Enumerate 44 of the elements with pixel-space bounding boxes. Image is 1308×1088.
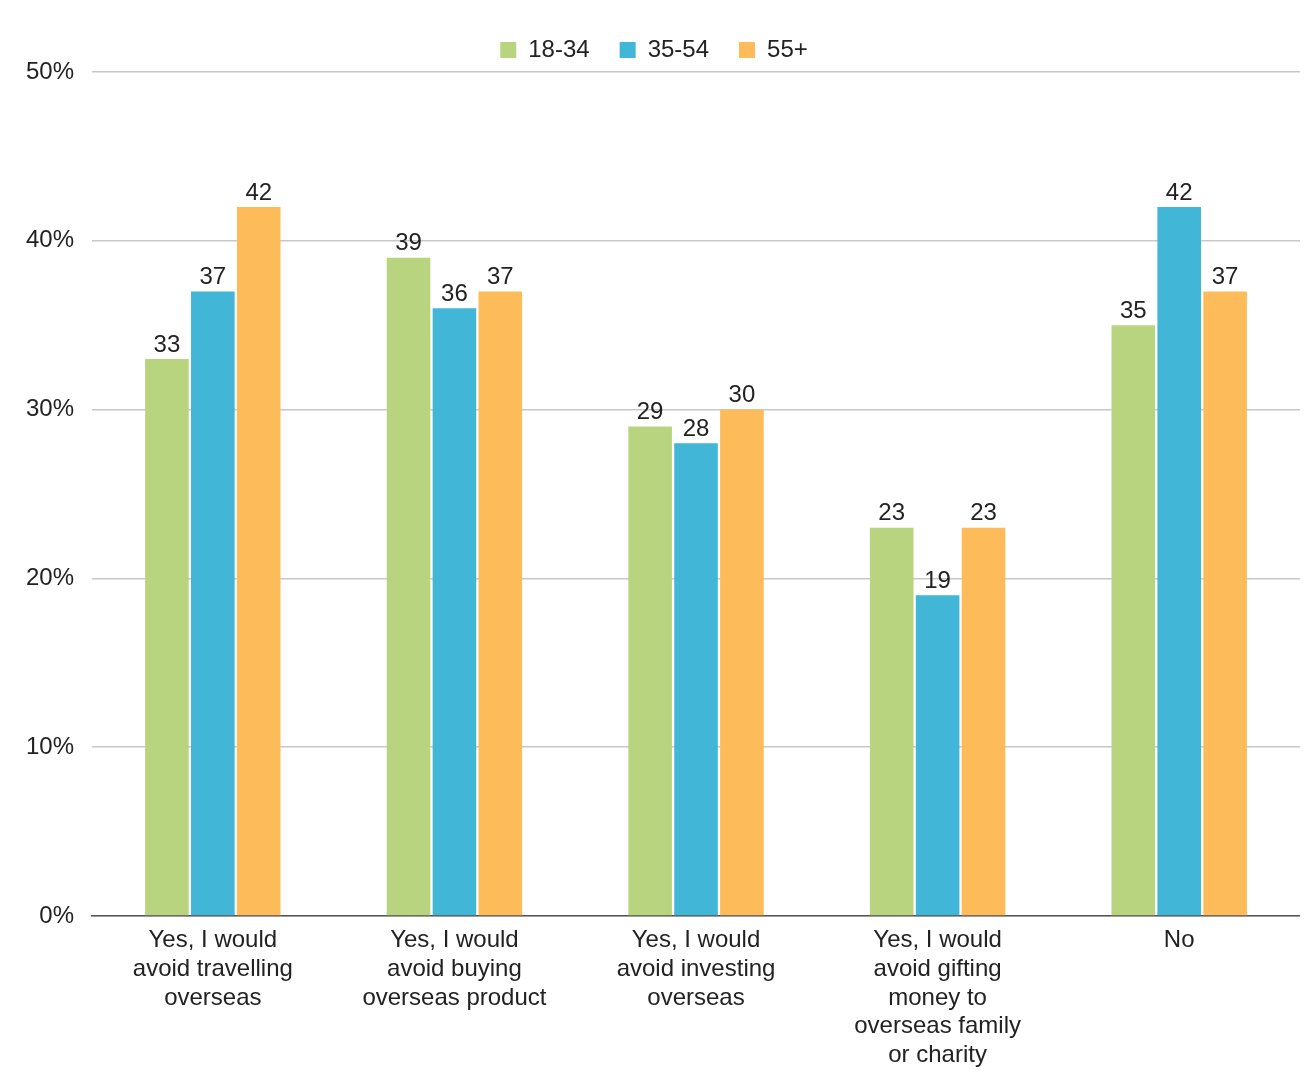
bar [1203, 291, 1247, 916]
y-tick-label: 30% [25, 394, 75, 422]
data-label: 42 [1165, 177, 1193, 205]
data-label: 33 [153, 329, 181, 357]
x-tick-label: Yes, I would avoid buying overseas product [362, 925, 547, 1010]
y-tick-label: 0% [39, 900, 75, 928]
bar [915, 595, 960, 916]
data-label: 29 [636, 397, 664, 425]
x-tick-label: Yes, I would avoid investing overseas [616, 925, 776, 1010]
legend-label: 35-54 [647, 34, 710, 62]
bar [869, 527, 914, 916]
y-tick-label: 20% [25, 563, 75, 591]
bar [386, 257, 431, 916]
data-label: 19 [924, 565, 951, 593]
bar [236, 207, 281, 916]
bar [478, 291, 523, 916]
data-label: 37 [1211, 262, 1239, 290]
bar [674, 443, 718, 916]
data-label: 23 [970, 498, 997, 526]
bar [628, 426, 672, 916]
data-label: 39 [395, 228, 422, 256]
y-tick-label: 40% [25, 225, 75, 253]
y-tick-label: 50% [25, 56, 75, 84]
x-tick-label: Yes, I would avoid travelling overseas [132, 925, 293, 1010]
data-label: 23 [878, 498, 906, 526]
data-label: 30 [728, 380, 756, 408]
x-tick-label: Yes, I would avoid gifting money to overseas family or charity [854, 925, 1021, 1068]
bar [145, 358, 189, 916]
data-label: 42 [245, 177, 273, 205]
data-label: 37 [199, 262, 227, 290]
bar [720, 409, 764, 916]
bar [961, 527, 1006, 916]
y-tick-label: 10% [25, 731, 75, 759]
bar [432, 308, 477, 916]
legend-label: 55+ [767, 34, 808, 62]
legend-label: 18-34 [528, 34, 590, 62]
bar [1157, 207, 1202, 916]
data-label: 28 [682, 413, 710, 441]
bar [1111, 325, 1156, 916]
data-label: 37 [486, 262, 514, 290]
data-label: 36 [441, 278, 468, 306]
x-tick-label: No [1163, 925, 1195, 953]
bar [191, 291, 235, 916]
data-label: 35 [1119, 295, 1147, 323]
